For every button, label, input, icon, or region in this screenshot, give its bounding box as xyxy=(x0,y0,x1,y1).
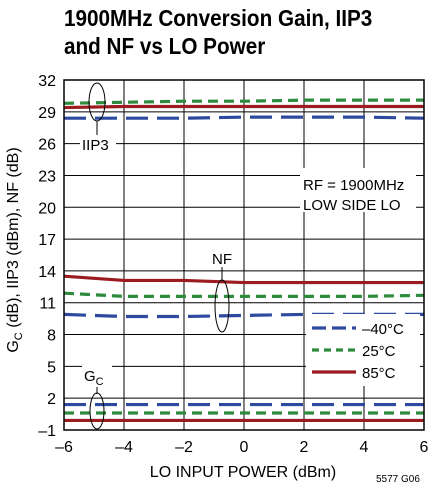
x-tick-label-1: –4 xyxy=(115,439,133,456)
gc-label-main: G xyxy=(84,368,96,385)
series-iip3-0 xyxy=(64,115,425,120)
chart-title: 1900MHz Conversion Gain, IIP3 and NF vs … xyxy=(64,4,388,60)
chart-title-line-2: and NF vs LO Power xyxy=(64,33,266,59)
iip3-label: IIP3 xyxy=(82,137,109,154)
x-tick-label-3: 0 xyxy=(240,439,249,456)
y-tick-label-8: 23 xyxy=(38,168,56,185)
y-tick-label-6: 17 xyxy=(38,232,56,249)
chart-title-line-1: 1900MHz Conversion Gain, IIP3 xyxy=(64,5,373,31)
nf-label-bg xyxy=(210,248,236,266)
iip3-label-bg xyxy=(80,136,116,152)
gc-label-sub: C xyxy=(96,376,104,388)
tick-labels: –1 2 5 8 11 14 17 20 23 26 29 32 –6 –4 –2 0 2 4 6 xyxy=(38,73,428,456)
series-nf-5 xyxy=(63,274,424,285)
y-tick-label-4: 11 xyxy=(39,296,56,313)
series-nf-4 xyxy=(63,291,425,298)
y-tick-label-0: –1 xyxy=(38,423,56,440)
series-iip3-2 xyxy=(63,104,424,110)
y-tick-label-3: 8 xyxy=(47,328,56,345)
y-axis-label-part-2: (dB), IIP3 (dBm), NF (dB) xyxy=(5,147,22,332)
y-axis-label-part-1: C xyxy=(13,332,25,340)
x-tick-label-2: –2 xyxy=(175,439,193,456)
annotations: RF = 1900MHz LOW SIDE LO IIP3 NF GC 5577… xyxy=(80,82,420,485)
conditions-box xyxy=(300,168,416,212)
figure-code: 5577 G06 xyxy=(376,474,420,485)
series-iip3-1 xyxy=(63,98,424,105)
x-tick-label-0: –6 xyxy=(55,439,73,456)
gc-label-bg xyxy=(82,365,112,387)
axes xyxy=(63,79,425,431)
conditions-line-1: RF = 1900MHz xyxy=(303,177,404,194)
x-tick-label-5: 4 xyxy=(360,439,369,456)
y-tick-label-11: 32 xyxy=(38,73,56,90)
x-tick-label-4: 2 xyxy=(300,439,309,456)
y-tick-label-9: 26 xyxy=(38,137,56,154)
gc-label: GC xyxy=(84,368,104,388)
y-axis-label-part-0: G xyxy=(5,340,22,352)
nf-marker-ellipse xyxy=(214,279,230,333)
y-tick-label-7: 20 xyxy=(38,200,56,217)
gc-marker-ellipse xyxy=(89,392,105,430)
legend-label-1: 25°C xyxy=(362,343,396,360)
legend-label-2: 85°C xyxy=(362,365,396,382)
y-tick-label-2: 5 xyxy=(47,359,56,376)
legend: –40°C 25°C 85°C xyxy=(306,314,420,386)
y-tick-label-5: 14 xyxy=(38,264,56,281)
y-axis-label: GC (dB), IIP3 (dBm), NF (dB) xyxy=(5,147,25,352)
y-tick-label-1: 2 xyxy=(47,391,56,408)
nf-label: NF xyxy=(212,251,232,268)
x-axis-label: LO INPUT POWER (dBm) xyxy=(150,464,336,481)
plot-frame xyxy=(63,79,425,431)
legend-label-0: –40°C xyxy=(362,321,404,338)
y-tick-label-10: 29 xyxy=(38,105,56,122)
x-tick-label-6: 6 xyxy=(420,439,429,456)
conditions-line-2: LOW SIDE LO xyxy=(303,197,401,214)
